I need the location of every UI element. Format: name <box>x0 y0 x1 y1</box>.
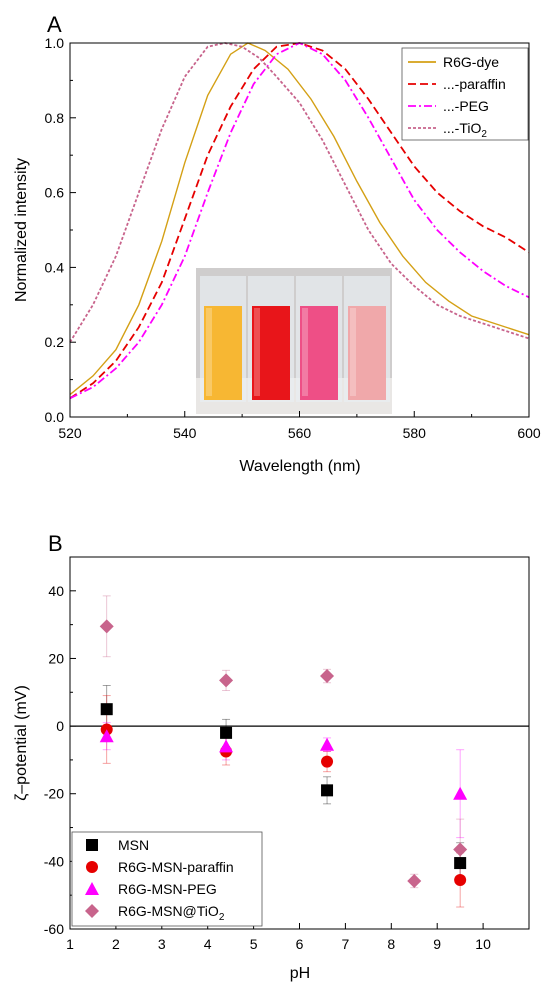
legend-a: R6G-dye ...-paraffin ...-PEG ...-TiO2 <box>401 47 529 141</box>
series-line-4 <box>69 42 530 343</box>
point-square <box>454 857 467 870</box>
point-triangle <box>320 737 335 751</box>
x-axis-label-a: Wavelength (nm) <box>239 458 360 475</box>
legend-marker-b <box>85 882 99 895</box>
point-diamond <box>407 873 422 888</box>
x-tick-label-a: 560 <box>288 425 312 441</box>
series-line-1 <box>69 42 530 396</box>
y-tick-label-b: 20 <box>48 650 64 666</box>
y-tick-label-b: 0 <box>56 718 64 734</box>
point-triangle <box>99 729 114 743</box>
x-tick-label-b: 9 <box>433 936 441 952</box>
cuvette-liquid <box>252 306 290 400</box>
point-square <box>220 726 233 739</box>
point-diamond <box>453 842 468 857</box>
x-tick-label-a: 520 <box>58 425 82 441</box>
inset-photo <box>196 268 392 414</box>
point-triangle <box>453 786 468 800</box>
panel-b: 1 2 3 4 5 6 7 8 9 10 -60 -40 -20 0 20 40 pH ζ–potential… <box>13 556 530 982</box>
point-triangle <box>219 739 234 753</box>
x-tick-label-b: 10 <box>475 936 491 952</box>
legend-entry-b: R6G-MSN@TiO2 <box>118 903 225 923</box>
y-tick-label-b: -40 <box>44 853 64 869</box>
y-tick-label-b: -60 <box>44 921 64 937</box>
cuvette-liquid <box>348 306 386 400</box>
legend-marker-b <box>86 839 98 851</box>
axis-ticks-b: 1 2 3 4 5 6 7 8 9 10 -60 -40 -20 0 20 40 <box>44 583 491 952</box>
point-circle <box>321 755 334 768</box>
cuvette-highlight <box>350 308 356 396</box>
legend-entry-a: ...-PEG <box>443 98 489 114</box>
y-tick-label-a: 1.0 <box>45 35 65 51</box>
point-square <box>100 703 113 716</box>
cuvette-highlight <box>206 308 212 396</box>
cuvette-liquid <box>300 306 338 400</box>
cuvette-highlight <box>254 308 260 396</box>
x-tick-label-b: 6 <box>296 936 304 952</box>
legend-entry-a: R6G-dye <box>443 54 499 70</box>
x-tick-label-a: 580 <box>403 425 427 441</box>
x-tick-label-b: 5 <box>250 936 258 952</box>
x-tick-label-b: 8 <box>387 936 395 952</box>
legend-entry-b: R6G-MSN-PEG <box>118 881 217 897</box>
legend-marker-b <box>86 861 98 873</box>
panel-label-b: B <box>48 531 63 556</box>
cuvette-highlight <box>302 308 308 396</box>
y-tick-label-a: 0.8 <box>45 110 65 126</box>
x-tick-label-b: 2 <box>112 936 120 952</box>
y-tick-label-a: 0.4 <box>45 259 65 275</box>
y-axis-label-a: Normalized intensity <box>13 158 30 302</box>
x-tick-label-a: 600 <box>517 425 541 441</box>
data-points <box>99 619 468 888</box>
panel-label-a: A <box>47 12 62 37</box>
point-circle <box>454 873 467 886</box>
y-tick-label-a: 0.2 <box>45 334 65 350</box>
x-tick-label-b: 1 <box>66 936 74 952</box>
y-tick-label-a: 0.0 <box>45 409 65 425</box>
y-tick-label-b: -20 <box>44 786 64 802</box>
legend-entry-a: ...-TiO2 <box>443 120 487 140</box>
cuvette-liquid <box>204 306 242 400</box>
legend-box-b <box>71 831 263 927</box>
point-diamond <box>320 669 335 684</box>
legend-b: MSN R6G-MSN-paraffin R6G-MSN-PEG R6G-MSN@Ti… <box>71 831 263 927</box>
axis-ticks-a: 520 540 560 580 600 0.0 0.2 0.4 0.6 0.8 1.0 <box>45 35 541 441</box>
legend-entry-b: R6G-MSN-paraffin <box>118 859 234 875</box>
legend-entry-a: ...-paraffin <box>443 76 506 92</box>
x-tick-label-b: 3 <box>158 936 166 952</box>
point-diamond <box>99 619 114 634</box>
x-tick-label-b: 7 <box>342 936 350 952</box>
x-axis-label-b: pH <box>290 965 310 982</box>
x-tick-label-a: 540 <box>173 425 197 441</box>
panel-a: 520 540 560 580 600 0.0 0.2 0.4 0.6 0.8 1.0 Wavele… <box>13 35 541 475</box>
legend-box-a <box>401 47 529 141</box>
y-tick-label-b: 40 <box>48 583 64 599</box>
legend-marker-b <box>85 904 99 918</box>
point-square <box>321 784 334 797</box>
y-tick-label-a: 0.6 <box>45 185 65 201</box>
x-tick-label-b: 4 <box>204 936 212 952</box>
y-axis-label-b: ζ–potential (mV) <box>13 685 30 801</box>
point-diamond <box>219 673 234 688</box>
legend-entry-b: MSN <box>118 837 149 853</box>
